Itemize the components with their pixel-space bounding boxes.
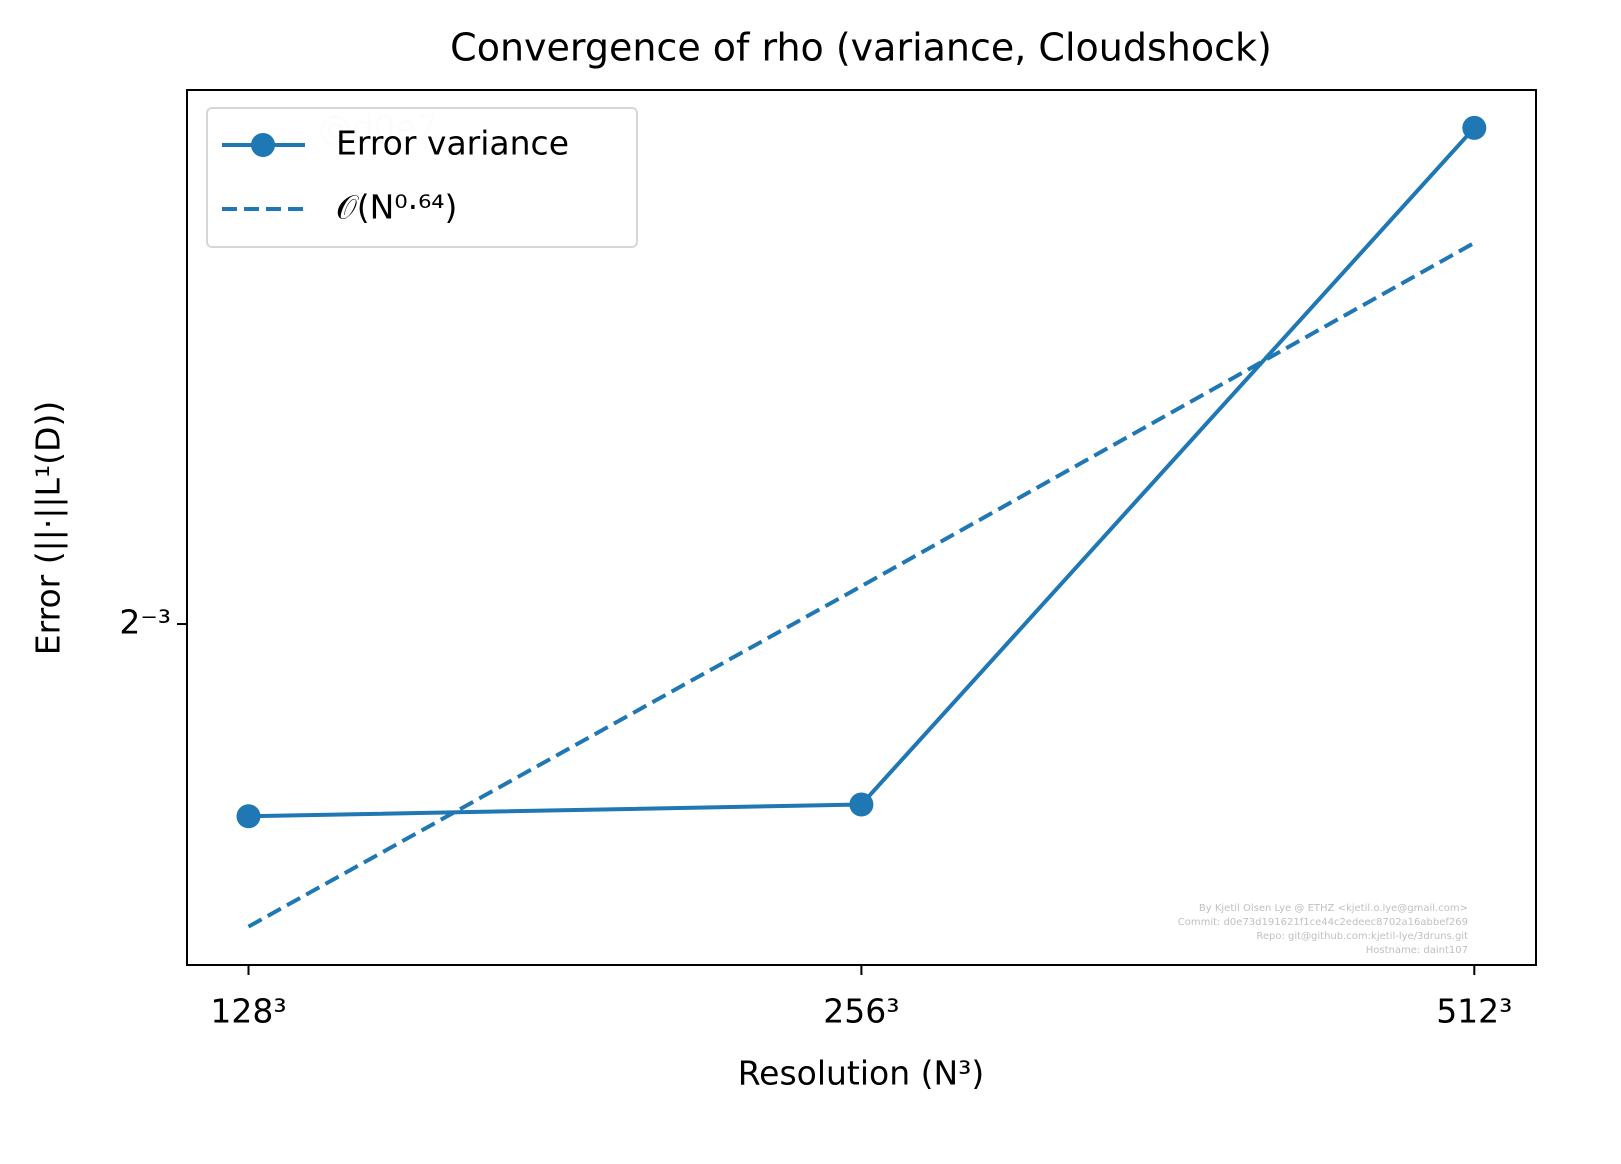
- y-tick-label: 2⁻³: [119, 603, 171, 642]
- x-tick-label: 128³: [210, 992, 286, 1031]
- legend-box: [206, 107, 638, 248]
- data-point: [1462, 115, 1487, 140]
- data-point: [236, 804, 261, 829]
- legend-marker: [251, 133, 275, 157]
- x-tick-label: 512³: [1436, 992, 1512, 1031]
- y-axis-label: Error (||·||L¹(D)): [29, 401, 68, 655]
- chart-title: Convergence of rho (variance, Cloudshock…: [450, 26, 1272, 70]
- footer-note: By Kjetil Olsen Lye @ ETHZ <kjetil.o.lye…: [1199, 903, 1468, 914]
- footer-note: Repo: git@github.com:kjetil-lye/3druns.g…: [1256, 931, 1468, 942]
- legend-label: Error variance: [336, 124, 569, 163]
- x-axis-label: Resolution (N³): [738, 1054, 985, 1093]
- plot-frame: [186, 89, 1537, 966]
- data-point: [849, 792, 874, 817]
- footer-note: Commit: d0e73d191621f1ce44c2edeec8702a16…: [1178, 917, 1468, 928]
- legend-label: 𝒪(N⁰·⁶⁴): [336, 188, 457, 227]
- series-line: [247, 241, 1476, 929]
- x-tick-label: 256³: [823, 992, 899, 1031]
- footer-note: Hostname: daint107: [1366, 945, 1468, 956]
